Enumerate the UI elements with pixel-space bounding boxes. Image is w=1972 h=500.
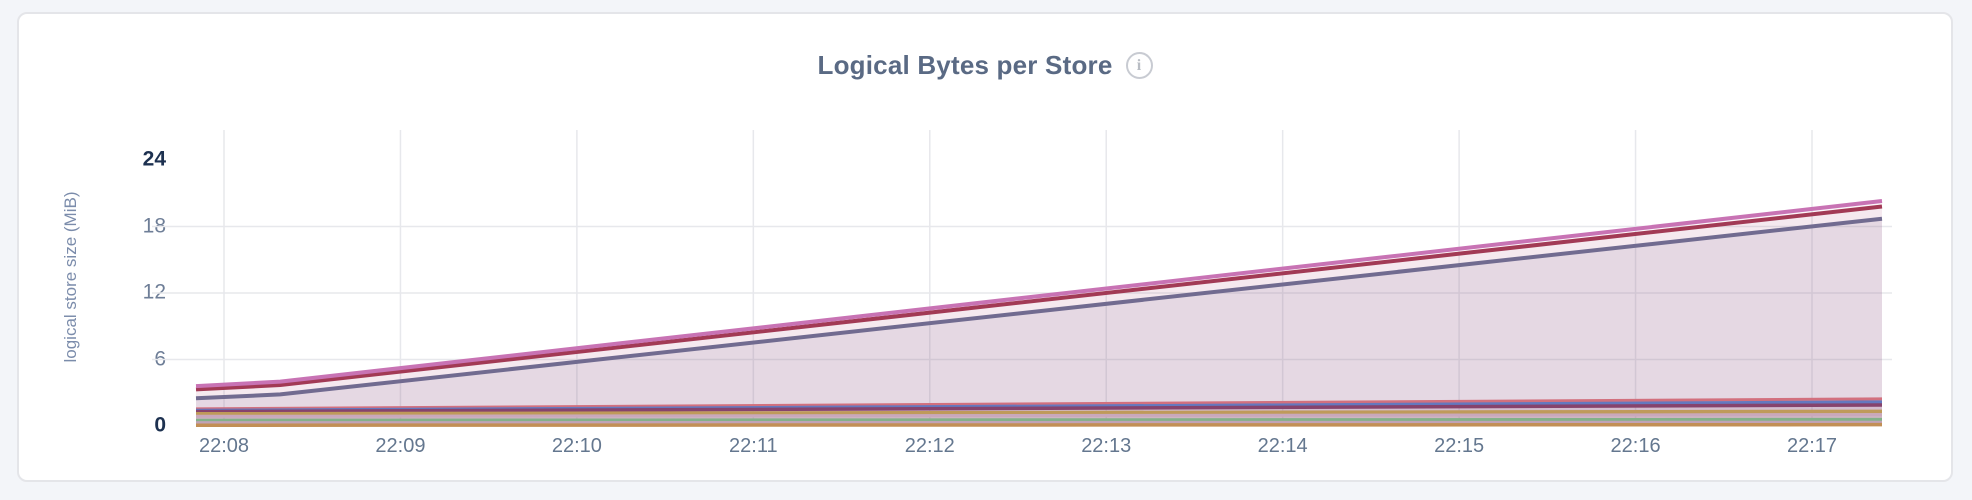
x-tick-label: 22:14: [1257, 435, 1308, 457]
y-axis-title: logical store size (MiB): [61, 191, 80, 363]
series-line-store-dark-rose-rising: [195, 204, 1883, 392]
x-tick-label: 22:11: [729, 435, 778, 457]
y-tick-label: 12: [142, 280, 166, 304]
timeseries-plot-area[interactable]: [152, 126, 1892, 429]
chart-card: Logical Bytes per Store i logical store …: [17, 12, 1953, 482]
x-tick-label: 22:09: [375, 435, 426, 457]
series-line-store-mauve-flat-a: [195, 413, 1883, 418]
x-tick-label: 22:12: [904, 435, 955, 457]
info-icon[interactable]: i: [1125, 52, 1153, 79]
chart-header: Logical Bytes per Store i: [19, 50, 1951, 81]
x-tick-label: 22:16: [1610, 435, 1661, 457]
y-tick-label: 24: [142, 147, 166, 171]
series-line-store-plum-flat: [195, 403, 1883, 414]
x-tick-label: 22:10: [551, 435, 602, 457]
series-line-store-slate-purple-rising: [195, 216, 1883, 401]
x-tick-label: 22:17: [1786, 435, 1838, 457]
series-area-store-orchid-rising: [196, 201, 1882, 426]
series-area-store-dark-rose-rising: [196, 206, 1882, 426]
x-tick-label: 22:15: [1434, 435, 1485, 457]
series-line-store-green-flat: [195, 417, 1883, 423]
y-tick-label: 0: [154, 413, 166, 437]
series-line-store-salmon-flat: [195, 397, 1883, 411]
series-area-store-slate-purple-rising: [196, 218, 1882, 426]
x-tick-label: 22:08: [198, 435, 250, 457]
series-line-store-gold-flat: [195, 409, 1883, 416]
series-line-store-orchid-rising: [195, 199, 1883, 389]
y-tick-label: 6: [154, 347, 166, 371]
x-tick-label: 22:13: [1081, 435, 1132, 457]
chart-title: Logical Bytes per Store: [817, 50, 1113, 80]
series-line-store-amber-flat: [195, 422, 1883, 427]
y-tick-label: 18: [142, 214, 166, 238]
